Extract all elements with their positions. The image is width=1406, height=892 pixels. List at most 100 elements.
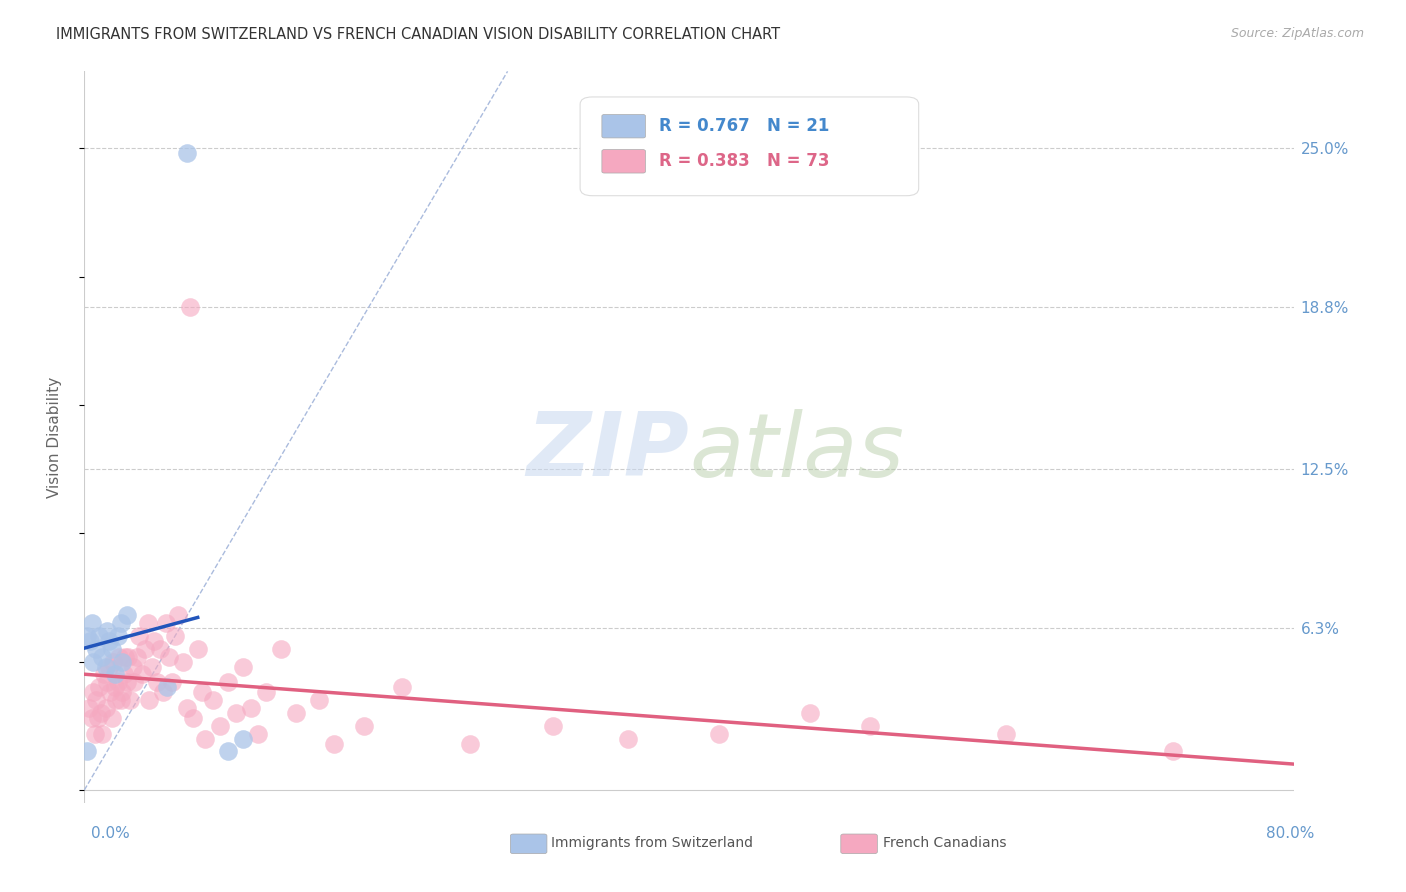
Text: R = 0.767   N = 21: R = 0.767 N = 21 <box>659 117 830 136</box>
Point <box>239 701 262 715</box>
Text: Vision Disability: Vision Disability <box>46 376 62 498</box>
Point <box>112 667 135 681</box>
Point <box>167 608 190 623</box>
Point <box>391 681 413 695</box>
Point <box>138 693 160 707</box>
Point <box>232 660 254 674</box>
Point <box>201 693 224 707</box>
Point <box>160 675 183 690</box>
Point <box>187 641 209 656</box>
Text: ZIP: ZIP <box>526 409 689 495</box>
Point <box>79 634 101 648</box>
Point <box>149 641 172 656</box>
Point <box>232 731 254 746</box>
Point <box>93 667 115 681</box>
Point <box>541 719 564 733</box>
Point <box>152 685 174 699</box>
Point <box>117 649 139 664</box>
Point <box>115 675 138 690</box>
Point <box>115 608 138 623</box>
Point <box>100 711 122 725</box>
Point <box>194 731 217 746</box>
Text: French Canadians: French Canadians <box>883 836 1007 850</box>
Point <box>110 616 132 631</box>
Point <box>107 629 129 643</box>
Point <box>142 634 165 648</box>
Point <box>191 685 214 699</box>
Point <box>254 685 277 699</box>
Point <box>308 693 330 707</box>
Point <box>104 667 127 681</box>
Point <box>91 726 114 740</box>
Point <box>322 737 344 751</box>
Point <box>82 685 104 699</box>
Point <box>89 629 111 643</box>
Point <box>82 655 104 669</box>
Point <box>77 701 100 715</box>
Point <box>110 693 132 707</box>
FancyBboxPatch shape <box>602 150 645 173</box>
Point <box>181 711 204 725</box>
Point <box>995 726 1018 740</box>
Point <box>101 655 124 669</box>
Point <box>131 667 153 681</box>
Point <box>209 719 232 733</box>
Point <box>141 660 163 674</box>
Point <box>799 706 821 720</box>
Text: 0.0%: 0.0% <box>91 827 131 841</box>
Point <box>247 726 270 740</box>
Point <box>96 624 118 638</box>
Point <box>90 706 112 720</box>
Point <box>76 744 98 758</box>
Point <box>225 706 247 720</box>
Point <box>121 660 143 674</box>
Point <box>96 675 118 690</box>
Point <box>458 737 481 751</box>
Point <box>217 744 239 758</box>
Point <box>80 711 103 725</box>
Point <box>157 649 180 664</box>
Text: IMMIGRANTS FROM SWITZERLAND VS FRENCH CANADIAN VISION DISABILITY CORRELATION CHA: IMMIGRANTS FROM SWITZERLAND VS FRENCH CA… <box>56 27 780 42</box>
Point <box>80 616 103 631</box>
Point <box>709 726 731 740</box>
Point <box>136 616 159 631</box>
Text: Source: ZipAtlas.com: Source: ZipAtlas.com <box>1230 27 1364 40</box>
Point <box>285 706 308 720</box>
Point <box>94 660 117 674</box>
Point <box>86 641 108 656</box>
Point <box>176 701 198 715</box>
Point <box>86 693 108 707</box>
Point <box>107 675 129 690</box>
Point <box>122 675 145 690</box>
Point <box>176 146 198 161</box>
FancyBboxPatch shape <box>581 97 918 195</box>
Point <box>108 649 131 664</box>
Point <box>111 655 134 669</box>
Point <box>134 641 156 656</box>
Text: Immigrants from Switzerland: Immigrants from Switzerland <box>551 836 754 850</box>
Point <box>165 629 187 643</box>
Point <box>114 649 136 664</box>
Point <box>89 681 111 695</box>
Point <box>111 685 134 699</box>
Point <box>97 660 120 674</box>
Point <box>127 649 149 664</box>
FancyBboxPatch shape <box>602 114 645 138</box>
Point <box>84 726 107 740</box>
Point <box>104 681 127 695</box>
Text: 80.0%: 80.0% <box>1267 827 1315 841</box>
Point <box>87 711 110 725</box>
Point <box>76 629 98 643</box>
Point <box>172 655 194 669</box>
Point <box>91 649 114 664</box>
Point <box>100 641 122 656</box>
Point <box>1161 744 1184 758</box>
Point <box>353 719 375 733</box>
Text: atlas: atlas <box>689 409 904 495</box>
Point <box>118 693 141 707</box>
Point <box>94 701 117 715</box>
Point <box>97 634 120 648</box>
Point <box>155 616 177 631</box>
Point <box>146 675 169 690</box>
Point <box>128 629 150 643</box>
